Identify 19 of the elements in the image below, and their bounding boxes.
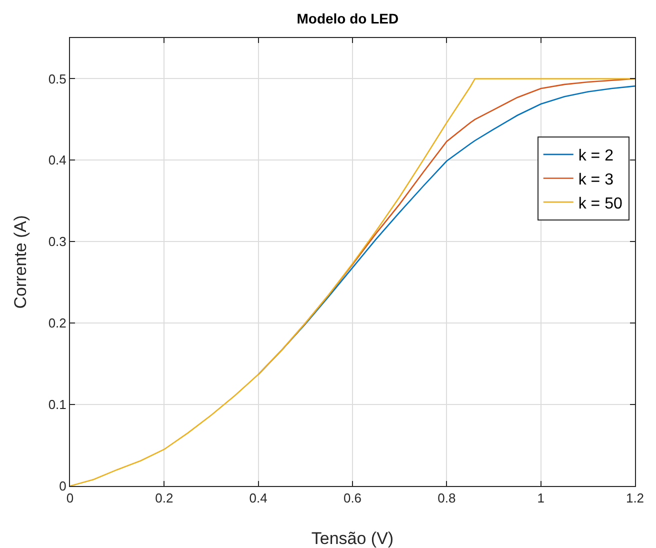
legend-label: k = 50 (578, 195, 622, 212)
chart-title: Modelo do LED (296, 10, 399, 26)
x-tick-label: 1.2 (626, 490, 644, 506)
y-tick-label: 0.4 (48, 152, 66, 168)
x-tick-label: 0.4 (249, 490, 268, 506)
y-tick-label: 0.1 (48, 397, 66, 412)
x-tick-label: 0.8 (438, 490, 456, 506)
line-series (70, 78, 635, 486)
x-tick-label: 1 (537, 490, 544, 506)
x-tick-label: 0.6 (343, 490, 362, 506)
y-tick-label: 0.3 (48, 234, 66, 250)
y-tick-label: 0.2 (48, 316, 66, 331)
x-tick-label: 0.2 (155, 490, 174, 506)
legend-label: k = 2 (578, 148, 614, 165)
y-axis-title: Corrente (A) (11, 215, 30, 309)
y-tick-label: 0.5 (48, 71, 66, 86)
y-tick-label: 0 (59, 478, 66, 494)
x-axis-title: Tensão (V) (311, 529, 394, 548)
legend-label: k = 3 (578, 172, 614, 188)
